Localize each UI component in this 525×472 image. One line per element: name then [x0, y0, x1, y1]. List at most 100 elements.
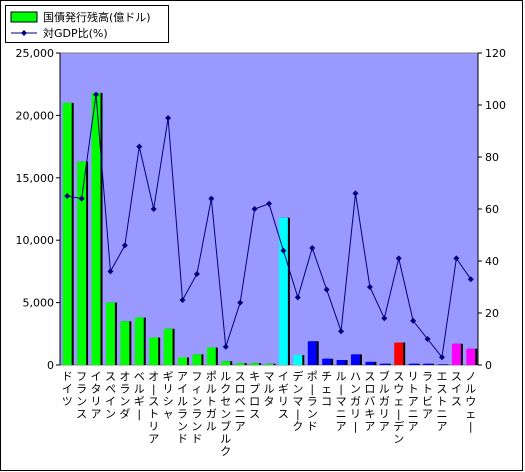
- left-axis-tick-label: 15,000: [16, 172, 55, 185]
- bar-16: [278, 217, 290, 365]
- bar-26: [423, 363, 435, 365]
- category-label-28: スイス: [451, 370, 462, 408]
- category-label-25: リトアニア: [408, 370, 419, 433]
- legend-marker: [21, 30, 27, 36]
- gdp-ratio-point-22: [366, 284, 373, 290]
- right-axis-tick-label: 0: [485, 359, 492, 372]
- bar-23: [379, 363, 391, 365]
- category-label-6: ベルギ|: [134, 370, 145, 421]
- gdp-ratio-point-24: [395, 255, 402, 262]
- bar-8: [163, 328, 175, 365]
- category-label-17: デンマ|ク: [292, 369, 303, 433]
- bar-5: [120, 321, 132, 365]
- gdp-ratio-point-20: [338, 328, 345, 335]
- gdp-ratio-point-14: [251, 206, 258, 212]
- bar-9: [178, 357, 189, 365]
- category-label-26: ラトビア: [422, 370, 433, 421]
- gdp-ratio-point-27: [438, 354, 445, 361]
- bar-18: [307, 341, 319, 365]
- gdp-ratio-point-26: [424, 336, 431, 342]
- gdp-ratio-point-29: [467, 276, 474, 283]
- right-axis-tick-label: 80: [485, 151, 499, 164]
- right-axis-tick-label: 120: [485, 47, 506, 60]
- bar-17: [293, 355, 305, 365]
- bar-27: [437, 364, 449, 365]
- bar-19: [322, 358, 334, 365]
- bar-21: [351, 354, 362, 365]
- bar-25: [408, 363, 420, 365]
- right-axis-tick-label: 60: [485, 203, 499, 216]
- category-label-14: キプロス: [249, 370, 260, 421]
- category-label-1: ドイツ: [62, 370, 73, 408]
- gdp-ratio-point-18: [309, 245, 316, 251]
- gdp-ratio-point-10: [193, 271, 200, 277]
- right-axis-tick-label: 20: [485, 307, 499, 320]
- bar-13: [235, 363, 247, 365]
- bar-6: [134, 317, 146, 365]
- category-label-24: スウェ|デン: [393, 370, 404, 446]
- gdp-ratio-point-16: [280, 247, 287, 254]
- left-axis-tick-label: 25,000: [16, 47, 55, 60]
- category-label-5: オランダ: [119, 370, 130, 421]
- bar-11: [206, 347, 218, 365]
- right-axis-tick-label: 100: [485, 99, 506, 112]
- bar-14: [250, 363, 262, 365]
- bar-29: [466, 348, 478, 365]
- gdp-ratio-point-3: [93, 91, 100, 98]
- bar-2: [77, 161, 89, 365]
- category-label-15: マルタ: [264, 370, 275, 408]
- bar-3: [91, 92, 103, 365]
- bar-12: [221, 361, 233, 365]
- left-axis-tick-label: 5,000: [23, 297, 55, 310]
- category-label-2: フランス: [76, 370, 87, 421]
- bar-20: [336, 360, 348, 365]
- category-label-23: ブルガリア: [379, 369, 390, 433]
- gdp-ratio-point-21: [352, 190, 359, 197]
- plot-area: [59, 52, 479, 366]
- legend-label-bar: 国債発行残高(億ドル): [43, 10, 151, 24]
- category-label-10: フィンランド: [191, 370, 202, 446]
- gdp-ratio-point-7: [150, 206, 157, 212]
- category-label-7: オ|ストリア: [148, 370, 159, 446]
- category-label-9: アイルランド: [177, 370, 188, 446]
- gdp-ratio-point-1: [64, 193, 71, 199]
- category-label-20: ル|マニア: [336, 370, 347, 433]
- category-label-8: ギリシャ: [163, 370, 174, 421]
- right-axis-tick-label: 40: [485, 255, 499, 268]
- bar-10: [192, 354, 204, 365]
- gdp-ratio-point-12: [222, 343, 229, 350]
- category-label-13: スロベニア: [235, 370, 246, 433]
- left-axis-tick-label: 10,000: [16, 234, 55, 247]
- gdp-ratio-point-17: [294, 294, 301, 301]
- gdp-ratio-point-6: [136, 143, 143, 150]
- left-axis-tick-label: 0: [47, 359, 54, 372]
- gdp-ratio-point-13: [237, 299, 244, 306]
- bar-24: [394, 342, 406, 365]
- gdp-ratio-point-25: [410, 317, 417, 324]
- left-axis-tick-label: 20,000: [16, 109, 55, 122]
- category-label-11: ポルトガル: [206, 370, 217, 433]
- gdp-ratio-point-28: [453, 255, 460, 262]
- gdp-ratio-point-9: [179, 297, 186, 303]
- gdp-ratio-point-5: [121, 242, 128, 249]
- category-label-16: イギリス: [278, 370, 289, 421]
- legend-label-line: 対GDP比(%): [43, 26, 108, 40]
- gdp-ratio-point-11: [208, 195, 215, 202]
- bar-7: [149, 337, 161, 365]
- gdp-ratio-point-19: [323, 286, 330, 293]
- gdp-ratio-point-15: [266, 200, 272, 207]
- gdp-ratio-point-8: [165, 115, 172, 121]
- bar-1: [62, 102, 74, 366]
- legend-swatch-bar: [10, 11, 38, 23]
- category-label-12: ルクセンブルク: [220, 370, 231, 458]
- bar-15: [264, 363, 276, 365]
- category-label-29: ノルウェ|: [465, 370, 476, 433]
- category-label-19: チェコ: [321, 370, 332, 408]
- gdp-ratio-point-2: [78, 195, 85, 202]
- category-label-27: エストニア: [436, 370, 447, 433]
- gdp-ratio-point-23: [381, 315, 388, 322]
- gdp-ratio-point-4: [107, 268, 114, 275]
- category-label-22: スロバキア: [364, 370, 375, 433]
